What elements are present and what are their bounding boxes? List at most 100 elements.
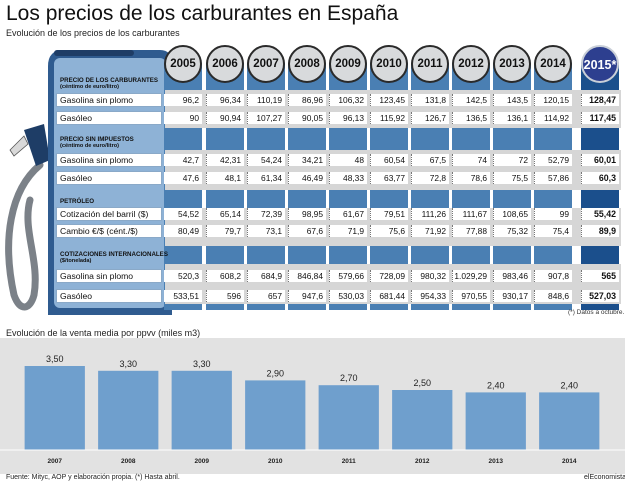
table-cell: 930,17 — [493, 290, 531, 302]
table-cell: 67,6 — [288, 225, 326, 237]
bar-2012 — [392, 390, 453, 450]
data-label: 3,30 — [193, 359, 211, 369]
table-cell: 60,54 — [370, 154, 408, 166]
table-cell: 67,5 — [411, 154, 449, 166]
table-cell: 684,9 — [247, 270, 285, 282]
table-cell: 60,01 — [581, 154, 619, 166]
year-label: 2014 — [540, 58, 566, 70]
year-label: 2006 — [212, 58, 238, 70]
table-cell: 533,51 — [164, 290, 202, 302]
section-label-petroleo: PETRÓLEO — [60, 198, 94, 205]
table-cell: 48 — [329, 154, 367, 166]
table-cell: 111,26 — [411, 208, 449, 220]
x-tick-label: 2008 — [121, 458, 136, 465]
table-cell: 907,8 — [534, 270, 572, 282]
table-cell: 947,6 — [288, 290, 326, 302]
x-tick-label: 2010 — [268, 458, 283, 465]
row-label: Gasóleo — [56, 111, 162, 125]
table-cell: 123,45 — [370, 94, 408, 106]
table-cell: 117,45 — [581, 112, 619, 124]
section-label-sin-impuestos: PRECIO SIN IMPUESTOS (céntimo de euro/li… — [60, 136, 134, 150]
brand-name: elEconomista — [584, 474, 625, 481]
row-label: Cambio €/$ (cént./$) — [56, 224, 162, 238]
source-note: Fuente: Mityc, AOP y elaboración propia.… — [6, 474, 180, 481]
row-label: Gasóleo — [56, 171, 162, 185]
year-label: 2005 — [170, 58, 196, 70]
table-cell: 60,3 — [581, 172, 619, 184]
table-cell: 142,5 — [452, 94, 490, 106]
table-cell: 530,03 — [329, 290, 367, 302]
table-cell: 79,7 — [206, 225, 244, 237]
table-cell: 42,7 — [164, 154, 202, 166]
year-label: 2007 — [253, 58, 279, 70]
year-badge — [164, 45, 202, 83]
x-tick-label: 2007 — [48, 458, 63, 465]
table-cell: 96,13 — [329, 112, 367, 124]
chart-background — [0, 338, 625, 474]
year-badge — [329, 45, 367, 83]
bar-2007 — [24, 366, 85, 450]
table-cell: 143,5 — [493, 94, 531, 106]
year-badge — [247, 45, 285, 83]
table-cell: 75,32 — [493, 225, 531, 237]
table-cell: 846,84 — [288, 270, 326, 282]
table-cell: 954,33 — [411, 290, 449, 302]
year-badge — [534, 45, 572, 83]
year-badge — [493, 45, 531, 83]
table-cell: 89,9 — [581, 225, 619, 237]
year-label: 2008 — [294, 58, 320, 70]
table-cell: 90,94 — [206, 112, 244, 124]
table-cell: 72,39 — [247, 208, 285, 220]
table-cell: 42,31 — [206, 154, 244, 166]
table-cell: 98,95 — [288, 208, 326, 220]
table-cell: 75,6 — [370, 225, 408, 237]
row-label: Gasóleo — [56, 289, 162, 303]
table-cell: 96,34 — [206, 94, 244, 106]
year-label: 2012 — [458, 58, 484, 70]
table-cell: 520,3 — [164, 270, 202, 282]
section-title: PRECIO DE LOS CARBURANTES — [60, 77, 158, 84]
page-title: Los precios de los carburantes en España — [6, 2, 399, 25]
table-cell: 106,32 — [329, 94, 367, 106]
x-tick-label: 2012 — [415, 458, 430, 465]
table-cell: 136,1 — [493, 112, 531, 124]
section-title: PRECIO SIN IMPUESTOS — [60, 136, 134, 143]
year-label: 2010 — [376, 58, 402, 70]
table-cell: 71,9 — [329, 225, 367, 237]
table-cell: 527,03 — [581, 290, 619, 302]
bar-2014 — [539, 392, 600, 450]
section-unit: (céntimo de euro/litro) — [60, 84, 120, 90]
table-cell: 77,88 — [452, 225, 490, 237]
year-badge — [288, 45, 326, 83]
table-cell: 120,15 — [534, 94, 572, 106]
data-label: 2,90 — [266, 368, 284, 378]
table-cell: 136,5 — [452, 112, 490, 124]
table-cell: 48,1 — [206, 172, 244, 184]
x-tick-label: 2014 — [562, 458, 577, 465]
data-label: 3,30 — [119, 359, 137, 369]
table-cell: 96,2 — [164, 94, 202, 106]
table-cell: 54,24 — [247, 154, 285, 166]
table-cell: 970,55 — [452, 290, 490, 302]
table-cell: 107,27 — [247, 112, 285, 124]
table-cell: 63,77 — [370, 172, 408, 184]
page-subtitle: Evolución de los precios de los carburan… — [6, 28, 180, 38]
table-cell: 47,6 — [164, 172, 202, 184]
bar-chart: 3,50 2007 3,30 2008 3,30 2009 2,90 2010 2,70 2011… — [0, 338, 625, 474]
table-cell: 46,49 — [288, 172, 326, 184]
section-unit: ($/tonelada) — [60, 258, 92, 264]
table-cell: 728,09 — [370, 270, 408, 282]
footnote: (*) Datos a octubre. — [568, 309, 625, 316]
table-cell: 657 — [247, 290, 285, 302]
bar-2013 — [465, 392, 526, 450]
section-unit: (céntimo de euro/litro) — [60, 143, 120, 149]
data-label: 2,40 — [487, 380, 505, 390]
bar-2011 — [318, 385, 379, 450]
table-cell: 65,14 — [206, 208, 244, 220]
table-cell: 61,67 — [329, 208, 367, 220]
table-cell: 126,7 — [411, 112, 449, 124]
table-cell: 608,2 — [206, 270, 244, 282]
table-cell: 848,6 — [534, 290, 572, 302]
bar-2008 — [98, 370, 159, 450]
data-label: 3,50 — [46, 354, 64, 364]
